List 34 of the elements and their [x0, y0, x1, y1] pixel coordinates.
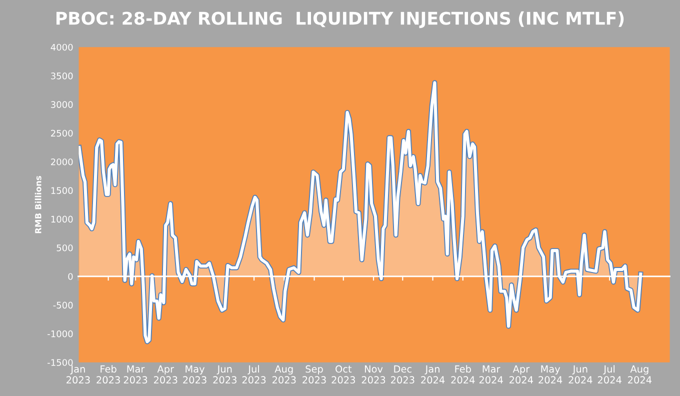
- y-tick-label: 0: [68, 273, 73, 280]
- x-tick-label: May 2023: [183, 365, 206, 384]
- x-tick-label: Oct 2023: [332, 365, 355, 384]
- x-tick-label: Nov 2023: [362, 365, 386, 384]
- y-tick-label: 500: [56, 244, 73, 252]
- x-tick-label: Mar 2024: [479, 365, 503, 384]
- x-tick-label: Mar 2023: [124, 365, 148, 384]
- x-tick-label: May 2024: [538, 365, 562, 384]
- x-tick-label: Sep 2023: [302, 365, 326, 384]
- y-tick-label: 1500: [51, 187, 73, 194]
- x-tick-label: Aug 2024: [628, 365, 652, 384]
- x-tick-label: Jan 2023: [66, 365, 90, 384]
- y-tick-label: 1000: [51, 216, 73, 223]
- x-tick-label: Jan 2024: [421, 365, 445, 384]
- y-tick-label: 2500: [51, 130, 73, 137]
- x-tick-label: Jul 2024: [598, 365, 622, 384]
- x-tick-label: Jul 2023: [242, 365, 266, 384]
- y-tick-label: -1000: [48, 330, 73, 338]
- y-tick-label: -500: [53, 302, 73, 309]
- x-tick-label: Apr 2024: [510, 365, 533, 384]
- y-tick-label: 3500: [51, 72, 73, 80]
- y-axis-title: RMB Billions: [34, 176, 42, 234]
- x-tick-label: Jun 2024: [568, 365, 592, 384]
- x-tick-label: Dec 2023: [391, 365, 414, 384]
- y-tick-label: -1500: [48, 359, 73, 366]
- x-tick-label: Apr 2023: [154, 365, 178, 384]
- x-tick-label: Feb 2024: [451, 365, 475, 384]
- x-tick-label: Feb 2023: [96, 365, 120, 384]
- chart-title: PBOC: 28-DAY ROLLING LIQUIDITY INJECTIONS (INC MTLF): [56, 11, 624, 28]
- y-tick-label: 3000: [51, 101, 73, 108]
- y-tick-label: 4000: [50, 44, 73, 51]
- y-tick-label: 2000: [51, 158, 73, 166]
- x-tick-label: Jun 2023: [213, 365, 236, 384]
- x-tick-label: Aug 2023: [272, 365, 296, 384]
